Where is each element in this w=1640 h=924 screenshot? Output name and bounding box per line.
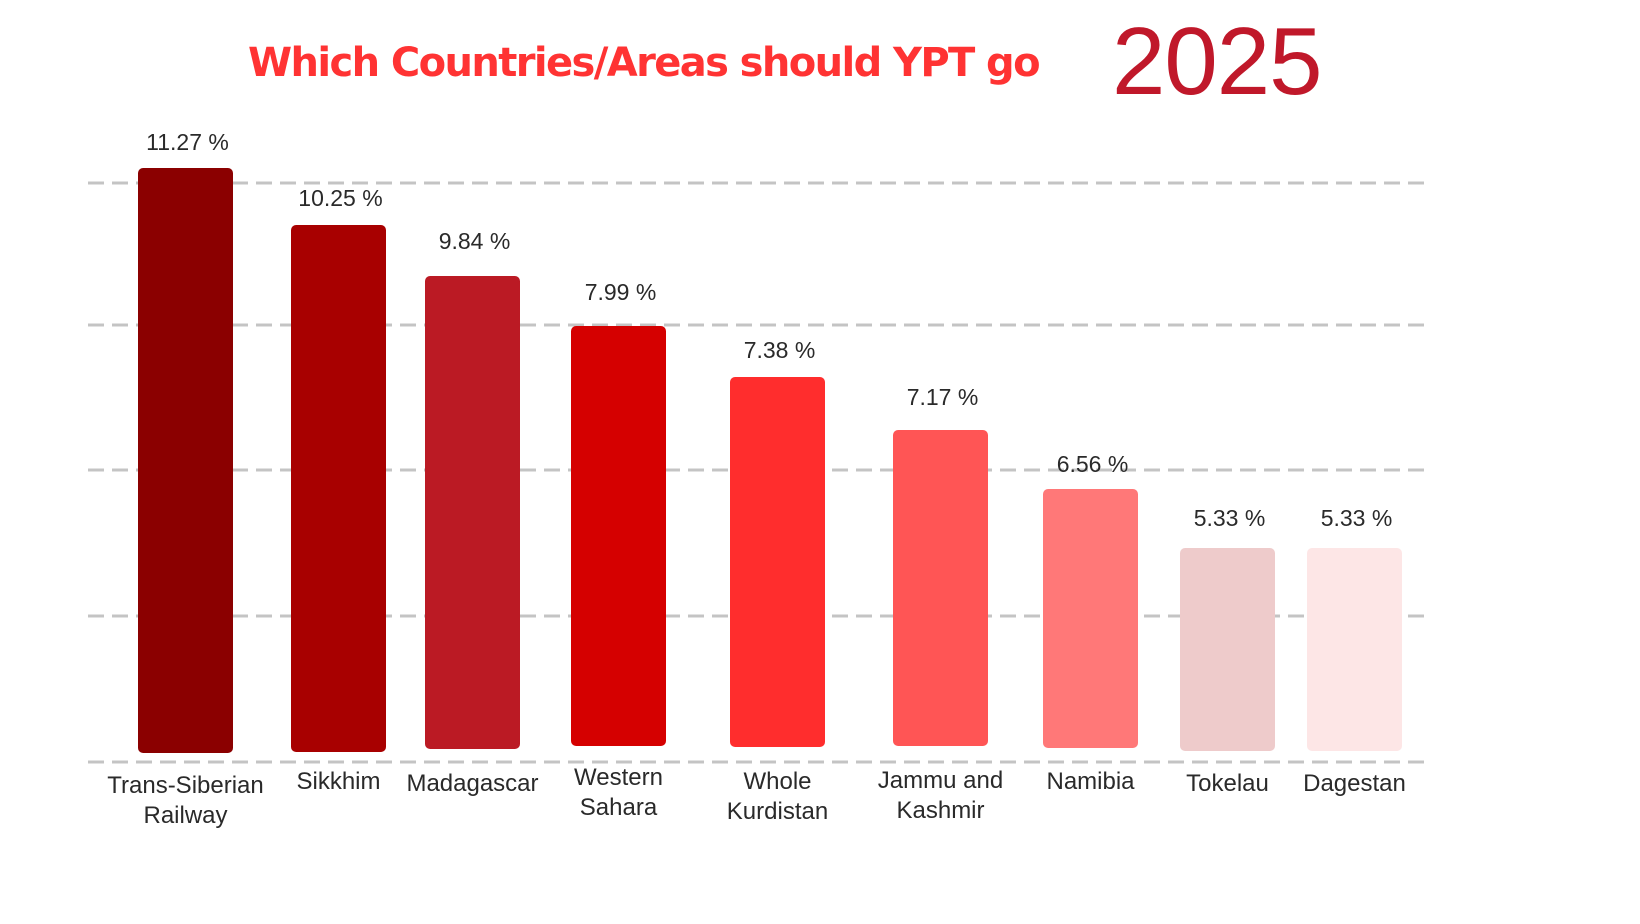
category-labels: Trans-Siberian Railway Sikkhim Madagascar We… <box>107 764 1406 829</box>
value-label: 6.56 % <box>1057 451 1129 477</box>
category-label: Whole Kurdistan <box>727 768 828 825</box>
chart-year: 2025 <box>1112 8 1323 115</box>
category-label-line: Madagascar <box>406 770 538 797</box>
bar <box>893 430 988 746</box>
category-label: Dagestan <box>1303 770 1406 797</box>
chart-title: Which Countries/Areas should YPT go <box>248 40 1041 86</box>
bar <box>138 168 233 753</box>
category-label-line: Kurdistan <box>727 798 828 825</box>
bar <box>425 276 520 749</box>
value-label: 7.38 % <box>744 337 816 363</box>
category-label: Sikkhim <box>296 768 380 795</box>
bar <box>571 326 666 746</box>
category-label-line: Namibia <box>1046 768 1135 795</box>
category-label: Western Sahara <box>574 764 663 821</box>
value-labels: 11.27 % 10.25 % 9.84 % 7.99 % 7.38 % 7.17 % 6.… <box>146 129 1392 531</box>
category-label: Tokelau <box>1186 770 1269 797</box>
category-label-line: Jammu and <box>878 767 1003 794</box>
category-label-line: Dagestan <box>1303 770 1406 797</box>
value-label: 7.17 % <box>907 384 979 410</box>
bar <box>1180 548 1275 751</box>
category-label-line: Whole <box>743 768 811 795</box>
bar <box>1307 548 1402 751</box>
value-label: 10.25 % <box>298 185 382 211</box>
value-label: 5.33 % <box>1194 505 1266 531</box>
bars <box>138 168 1402 753</box>
bar <box>291 225 386 752</box>
category-label-line: Tokelau <box>1186 770 1269 797</box>
category-label-line: Trans-Siberian <box>107 772 264 799</box>
category-label-line: Western <box>574 764 663 791</box>
category-label: Madagascar <box>406 770 538 797</box>
value-label: 11.27 % <box>146 129 229 155</box>
category-label: Namibia <box>1046 768 1135 795</box>
bar <box>730 377 825 747</box>
category-label-line: Kashmir <box>896 797 984 824</box>
category-label-line: Sikkhim <box>296 768 380 795</box>
category-label: Trans-Siberian Railway <box>107 772 264 829</box>
value-label: 7.99 % <box>585 279 657 305</box>
category-label: Jammu and Kashmir <box>878 767 1003 824</box>
category-label-line: Railway <box>143 802 227 829</box>
bar <box>1043 489 1138 748</box>
value-label: 9.84 % <box>439 228 511 254</box>
value-label: 5.33 % <box>1321 505 1393 531</box>
category-label-line: Sahara <box>580 794 658 821</box>
